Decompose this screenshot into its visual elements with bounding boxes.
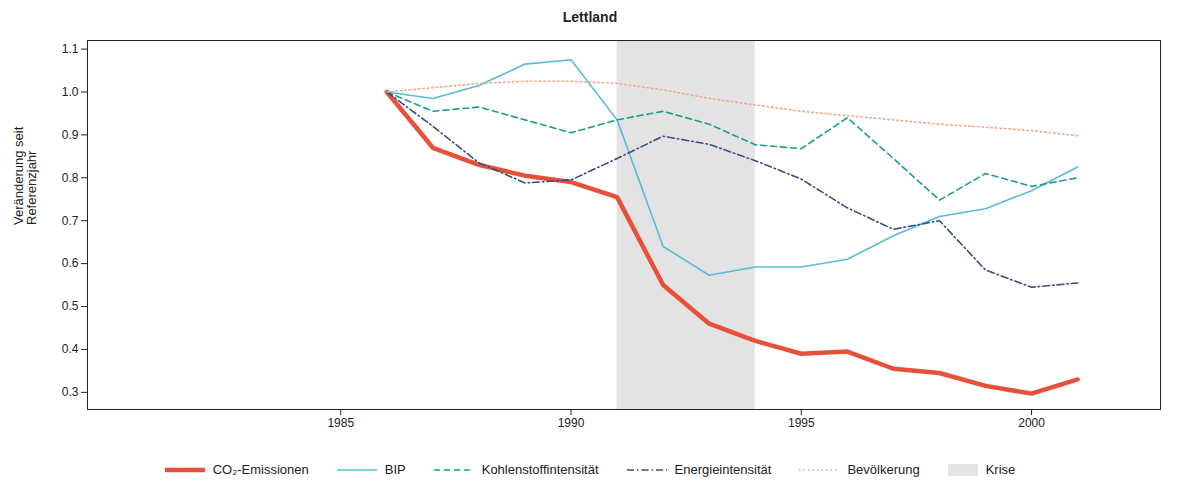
svg-text:0.5: 0.5 (62, 299, 79, 313)
html-text:BIP: BIP (384, 462, 406, 477)
svg-text:0.6: 0.6 (62, 256, 79, 270)
svg-text:0.3: 0.3 (62, 385, 79, 399)
html-text:Bevölkerung: Bevölkerung (847, 462, 920, 477)
svg-text:1.0: 1.0 (62, 85, 79, 99)
svg-text:1990: 1990 (558, 416, 585, 430)
svg-text:1.1: 1.1 (62, 42, 79, 56)
svg-text:1995: 1995 (788, 416, 815, 430)
html-text:CO₂-Emissionen: CO₂-Emissionen (212, 462, 309, 477)
svg-text:0.8: 0.8 (62, 171, 79, 185)
svg-text:0.7: 0.7 (62, 214, 79, 228)
svg-text:1985: 1985 (327, 416, 354, 430)
html-text:Kohlenstoffintensität: Kohlenstoffintensität (481, 462, 599, 477)
svg-text:0.4: 0.4 (62, 342, 79, 356)
svg-text:Veränderung seitReferenzjahr: Veränderung seitReferenzjahr (11, 126, 39, 225)
html-text:Energieintensität: Energieintensität (674, 462, 772, 477)
svg-text:0.9: 0.9 (62, 128, 79, 142)
html-text:Lettland: Lettland (562, 9, 618, 25)
html-text:Krise: Krise (985, 462, 1016, 477)
svg-text:2000: 2000 (1018, 416, 1045, 430)
